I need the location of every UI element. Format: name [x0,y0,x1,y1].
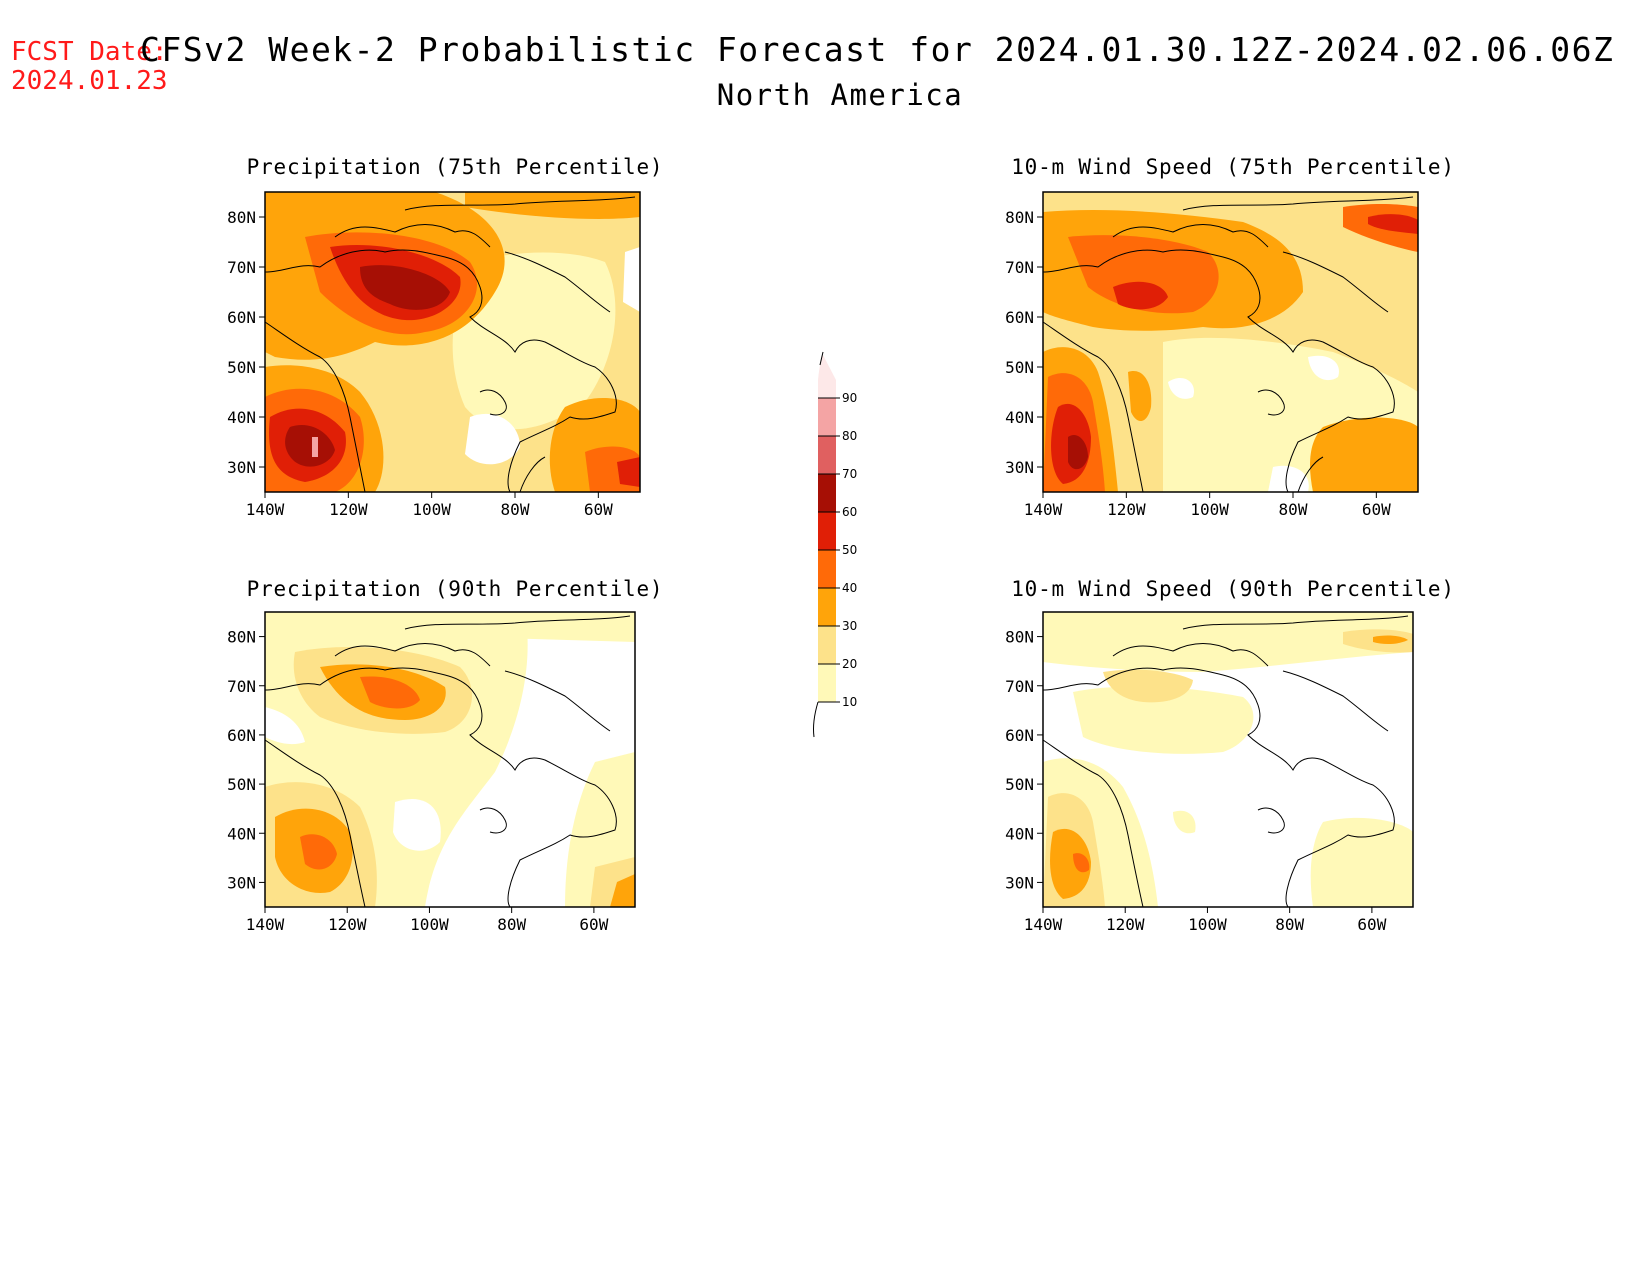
colorbar-label: 70 [842,467,857,481]
page-title: CFSv2 Week-2 Probabilistic Forecast for … [140,30,1615,69]
latitude-axis: 30N 40N 50N 60N 70N 80N [1005,208,1043,477]
lon-tick-label: 100W [412,500,451,519]
colorbar-label: 90 [842,391,857,405]
colorbar-segment [818,664,836,702]
colorbar: 10 20 30 40 50 60 70 80 90 [813,351,857,738]
coastlines [1042,615,1409,908]
lat-tick-label: 40N [1005,824,1034,843]
lat-tick-label: 80N [227,208,256,227]
panel-precip-75: Precipitation (75th Percentile) [227,155,662,519]
page-subtitle: North America [716,78,964,112]
lat-tick-label: 40N [227,824,256,843]
panel-title: 10-m Wind Speed (75th Percentile) [1011,155,1455,179]
colorbar-top-cap [819,351,824,366]
forecast-date-block: FCST Date: 2024.01.23 [11,38,168,96]
lat-tick-label: 60N [1005,726,1034,745]
lon-tick-label: 100W [1188,915,1227,934]
colorbar-bottom-cap [813,701,819,738]
lat-tick-label: 60N [1005,308,1034,327]
forecast-date-label: FCST Date: [11,37,168,67]
lat-tick-label: 50N [1005,358,1034,377]
lat-tick-label: 50N [227,358,256,377]
latitude-axis: 30N 40N 50N 60N 70N 80N [227,208,265,477]
probability-shading [265,612,635,907]
lon-tick-label: 140W [1024,915,1063,934]
lon-tick-label: 80W [1275,915,1304,934]
lat-tick-label: 80N [1005,208,1034,227]
colorbar-label: 50 [842,543,857,557]
lat-tick-label: 80N [227,628,256,647]
lat-tick-label: 60N [227,308,256,327]
lon-tick-label: 140W [246,915,285,934]
lat-tick-label: 80N [1005,628,1034,647]
lon-tick-label: 100W [410,915,449,934]
colorbar-top-segment [818,355,836,398]
lat-tick-label: 30N [1005,873,1034,892]
colorbar-segment [818,474,836,512]
panel-title: Precipitation (75th Percentile) [247,155,664,179]
panel-wind-75: 10-m Wind Speed (75th Percentile) [1005,155,1454,519]
lon-tick-label: 140W [1024,500,1063,519]
lat-tick-label: 70N [1005,677,1034,696]
colorbar-label: 60 [842,505,857,519]
probability-shading [265,192,640,492]
colorbar-label: 80 [842,429,857,443]
lat-tick-label: 70N [1005,258,1034,277]
lat-tick-label: 50N [227,775,256,794]
colorbar-label: 10 [842,695,857,709]
lon-tick-label: 60W [1357,915,1386,934]
colorbar-label: 20 [842,657,857,671]
probability-shading [1043,612,1413,907]
lon-tick-label: 60W [584,500,613,519]
lon-tick-label: 120W [1107,500,1146,519]
coastlines [264,196,636,493]
lon-tick-label: 80W [497,915,526,934]
colorbar-segment [818,436,836,474]
colorbar-segment [818,512,836,550]
colorbar-segment [818,626,836,664]
longitude-axis: 140W 120W 100W 80W 60W [1024,907,1387,934]
colorbar-segment [818,550,836,588]
lat-tick-label: 30N [227,458,256,477]
longitude-axis: 140W 120W 100W 80W 60W [246,907,609,934]
probability-shading [1043,192,1418,492]
lon-tick-label: 100W [1190,500,1229,519]
colorbar-segment [818,588,836,626]
panel-wind-90: 10-m Wind Speed (90th Percentile) 30N 40N… [1005,577,1454,934]
lon-tick-label: 80W [501,500,530,519]
longitude-axis: 140W 120W 100W 80W 60W [246,492,613,519]
colorbar-label: 30 [842,619,857,633]
lat-tick-label: 30N [1005,458,1034,477]
lon-tick-label: 140W [246,500,285,519]
panel-title: 10-m Wind Speed (90th Percentile) [1011,577,1455,601]
lat-tick-label: 60N [227,726,256,745]
coastlines [1042,196,1414,493]
longitude-axis: 140W 120W 100W 80W 60W [1024,492,1391,519]
colorbar-segment [818,398,836,436]
lat-tick-label: 70N [227,258,256,277]
lat-tick-label: 40N [1005,408,1034,427]
coastlines [264,615,631,908]
lon-tick-label: 120W [328,915,367,934]
lat-tick-label: 50N [1005,775,1034,794]
lon-tick-label: 120W [1106,915,1145,934]
lon-tick-label: 80W [1279,500,1308,519]
lat-tick-label: 40N [227,408,256,427]
lon-tick-label: 60W [579,915,608,934]
lat-tick-label: 70N [227,677,256,696]
lon-tick-label: 60W [1362,500,1391,519]
panel-title: Precipitation (90th Percentile) [247,577,664,601]
lon-tick-label: 120W [329,500,368,519]
colorbar-label: 40 [842,581,857,595]
latitude-axis: 30N 40N 50N 60N 70N 80N [227,628,265,892]
forecast-date-value: 2024.01.23 [11,66,168,96]
latitude-axis: 30N 40N 50N 60N 70N 80N [1005,628,1043,892]
panel-precip-90: Precipitation (90th Percentile) [227,577,662,934]
lat-tick-label: 30N [227,873,256,892]
